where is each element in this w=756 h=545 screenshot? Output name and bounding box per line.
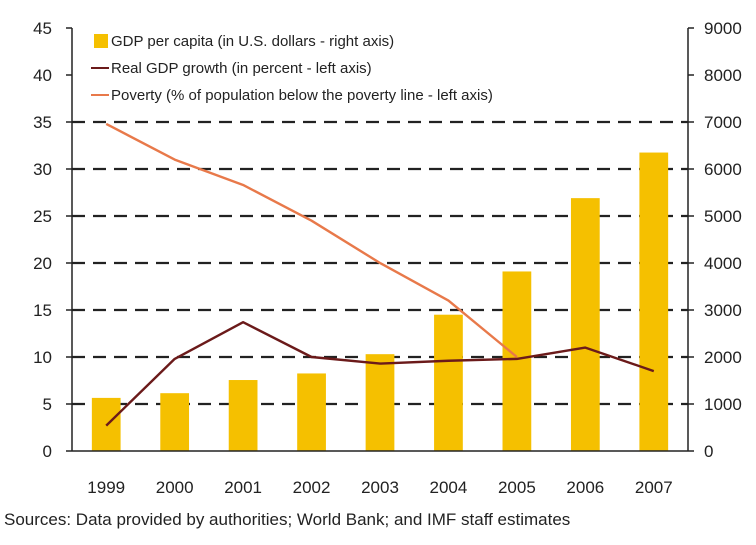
x-tick-label: 2001 <box>224 478 262 497</box>
gdp-per-capita-bars <box>91 152 669 452</box>
right-tick-label: 7000 <box>704 113 742 132</box>
right-tick-label: 9000 <box>704 19 742 38</box>
left-tick-label: 15 <box>33 301 52 320</box>
right-tick-label: 8000 <box>704 66 742 85</box>
left-tick-label: 35 <box>33 113 52 132</box>
line-series <box>105 122 655 427</box>
right-tick-label: 2000 <box>704 348 742 367</box>
right-tick-label: 0 <box>704 442 713 461</box>
legend-label: Poverty (% of population below the pover… <box>111 87 493 104</box>
legend-label: GDP per capita (in U.S. dollars - right … <box>111 33 394 50</box>
left-tick-label: 25 <box>33 207 52 226</box>
right-tick-label: 3000 <box>704 301 742 320</box>
x-tick-label: 2003 <box>361 478 399 497</box>
x-tick-label: 2005 <box>498 478 536 497</box>
bar-2002 <box>297 373 326 451</box>
x-tick-label: 2007 <box>635 478 673 497</box>
legend-swatch-bar <box>94 34 108 48</box>
left-tick-label: 30 <box>33 160 52 179</box>
legend: GDP per capita (in U.S. dollars - right … <box>91 33 493 104</box>
bar-2003 <box>365 354 395 451</box>
chart: 0 5 10 15 20 25 30 35 40 45 0 1000 2000 3000 4000 5000 6… <box>33 19 742 497</box>
axes: 0 5 10 15 20 25 30 35 40 45 0 1000 2000 3000 4000 5000 6… <box>33 19 742 497</box>
x-tick-label: 2000 <box>156 478 194 497</box>
bar-2000 <box>160 393 190 451</box>
legend-label: Real GDP growth (in percent - left axis) <box>111 60 372 77</box>
right-tick-label: 4000 <box>704 254 742 273</box>
x-tick-label: 2004 <box>430 478 468 497</box>
left-tick-label: 45 <box>33 19 52 38</box>
bar-2007 <box>639 152 669 452</box>
source-note: Sources: Data provided by authorities; W… <box>4 510 571 529</box>
left-tick-label: 0 <box>43 442 52 461</box>
bar-2006 <box>570 198 600 451</box>
x-tick-label: 2006 <box>566 478 604 497</box>
bar-2004 <box>434 314 463 451</box>
right-tick-label: 1000 <box>704 395 742 414</box>
x-tick-label: 2002 <box>293 478 331 497</box>
bar-2005 <box>502 271 532 451</box>
right-tick-label: 6000 <box>704 160 742 179</box>
bar-2001 <box>228 380 258 451</box>
left-tick-label: 5 <box>43 395 52 414</box>
right-tick-label: 5000 <box>704 207 742 226</box>
left-tick-label: 40 <box>33 66 52 85</box>
left-tick-label: 10 <box>33 348 52 367</box>
left-tick-label: 20 <box>33 254 52 273</box>
x-tick-label: 1999 <box>87 478 125 497</box>
